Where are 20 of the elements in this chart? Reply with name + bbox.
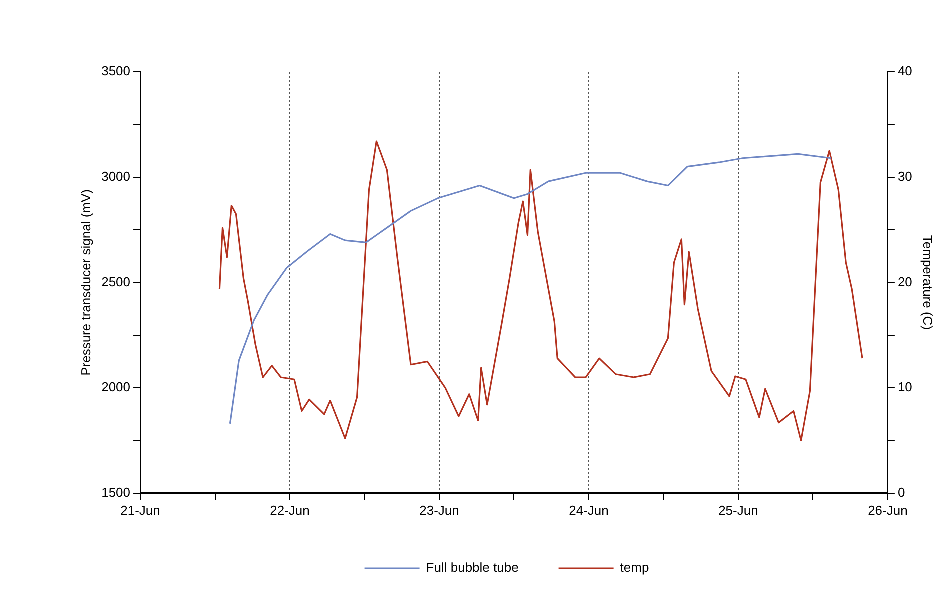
x-tick-label: 22-Jun bbox=[270, 502, 310, 518]
x-tick-label: 21-Jun bbox=[120, 502, 160, 518]
legend-label: temp bbox=[620, 560, 650, 576]
x-tick-label: 25-Jun bbox=[718, 502, 758, 518]
y-tick-label: 3000 bbox=[102, 168, 131, 184]
legend-label: Full bubble tube bbox=[426, 560, 519, 576]
y-tick-label: 2000 bbox=[102, 380, 131, 395]
y-tick-label: 2500 bbox=[102, 274, 131, 290]
y2-tick-label: 10 bbox=[898, 380, 912, 395]
y2-axis-title: Temperature (C) bbox=[920, 235, 936, 330]
y-tick-label: 3500 bbox=[102, 64, 131, 79]
x-tick-label: 23-Jun bbox=[420, 502, 460, 518]
y2-tick-label: 30 bbox=[898, 168, 912, 184]
y2-tick-label: 0 bbox=[898, 484, 906, 500]
y2-tick-label: 40 bbox=[898, 64, 912, 79]
x-tick-label: 26-Jun bbox=[868, 502, 908, 518]
y2-tick-label: 20 bbox=[898, 274, 912, 290]
x-tick-label: 24-Jun bbox=[569, 502, 609, 518]
y-tick-label: 1500 bbox=[102, 484, 131, 500]
y-axis-title: Pressure transducer signal (mV) bbox=[78, 189, 94, 376]
